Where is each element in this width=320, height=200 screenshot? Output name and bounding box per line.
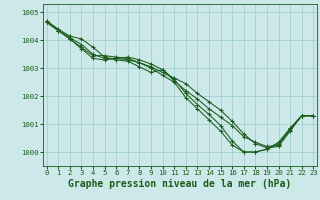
X-axis label: Graphe pression niveau de la mer (hPa): Graphe pression niveau de la mer (hPa) (68, 179, 292, 189)
